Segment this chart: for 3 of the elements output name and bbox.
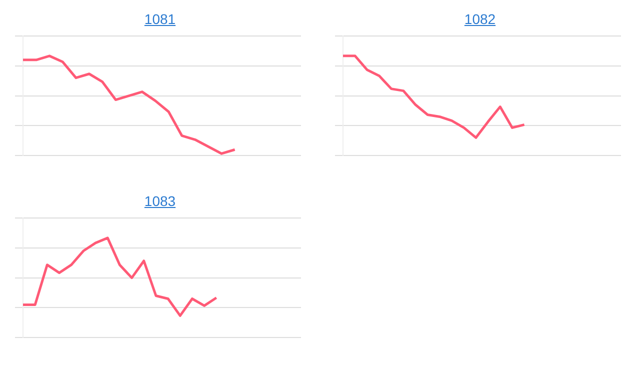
chart-title: 1083 (143, 192, 177, 210)
chart-title: 1081 (143, 10, 177, 28)
chart-title: 1082 (463, 10, 497, 28)
